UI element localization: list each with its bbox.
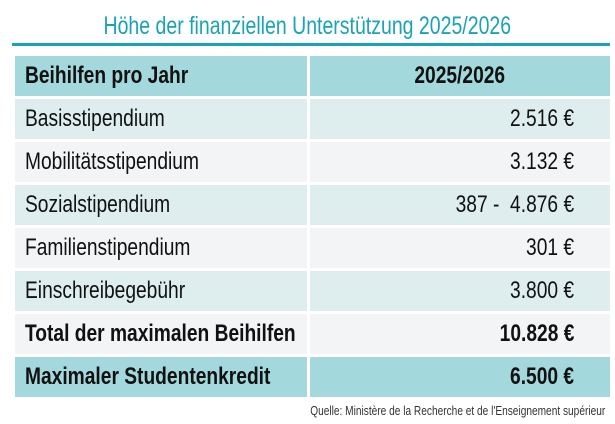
row-label: Basisstipendium	[15, 99, 307, 139]
table-row: Einschreibegebühr 3.800 €	[15, 271, 610, 311]
row-value: 3.800 €	[310, 271, 610, 311]
row-value: 2.516 €	[310, 99, 610, 139]
row-label: Familienstipendium	[15, 228, 307, 268]
support-table: Beihilfen pro Jahr 2025/2026 Basisstipen…	[15, 56, 610, 400]
row-value: 387 - 4.876 €	[310, 185, 610, 225]
row-value: 301 €	[310, 228, 610, 268]
header-cell: 2025/2026	[310, 56, 610, 96]
row-label: Maximaler Studentenkredit	[15, 357, 307, 397]
table-row: Sozialstipendium 387 - 4.876 €	[15, 185, 610, 225]
row-label: Einschreibegebühr	[15, 271, 307, 311]
header-cell: Beihilfen pro Jahr	[15, 56, 307, 96]
row-value: 6.500 €	[310, 357, 610, 397]
source-note: Quelle: Ministère de la Recherche et de …	[309, 403, 605, 418]
max-loan-row: Maximaler Studentenkredit 6.500 €	[15, 357, 610, 397]
row-label: Sozialstipendium	[15, 185, 307, 225]
title-divider	[12, 43, 610, 46]
row-label: Mobilitätsstipendium	[15, 142, 307, 182]
row-value: 3.132 €	[310, 142, 610, 182]
total-row: Total der maximalen Beihilfen 10.828 €	[15, 314, 610, 354]
page-title: Höhe der finanziellen Unterstützung 2025…	[103, 12, 512, 40]
row-label: Total der maximalen Beihilfen	[15, 314, 307, 354]
row-value: 10.828 €	[310, 314, 610, 354]
table-row: Familienstipendium 301 €	[15, 228, 610, 268]
table-row: Basisstipendium 2.516 €	[15, 99, 610, 139]
table-header-row: Beihilfen pro Jahr 2025/2026	[15, 56, 610, 96]
table-row: Mobilitätsstipendium 3.132 €	[15, 142, 610, 182]
